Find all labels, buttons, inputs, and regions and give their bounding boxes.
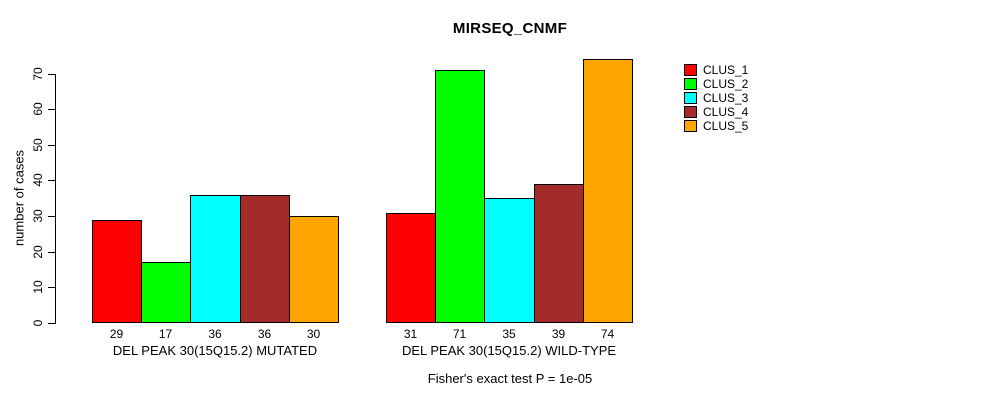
bar-value-label: 31 — [403, 327, 418, 341]
y-tick-label: 70 — [31, 67, 45, 81]
group-label: DEL PEAK 30(15Q15.2) MUTATED — [112, 343, 318, 358]
y-tick-label: 0 — [31, 319, 45, 327]
bar-g1-clus_3 — [190, 195, 241, 323]
bar-g1-clus_2 — [141, 262, 191, 323]
bar-value-label: 39 — [551, 327, 566, 341]
group-label: DEL PEAK 30(15Q15.2) WILD-TYPE — [401, 343, 617, 358]
y-tick-label: 60 — [31, 102, 45, 116]
legend-label: CLUS_1 — [703, 63, 749, 77]
bar-g1-clus_1 — [92, 220, 142, 323]
bar-value-label: 30 — [306, 327, 321, 341]
legend-swatch-icon — [684, 106, 697, 118]
bar-value-label: 36 — [208, 327, 222, 341]
y-tick — [48, 287, 55, 288]
y-tick — [48, 74, 55, 75]
bar-g1-clus_4 — [240, 195, 290, 323]
legend-label: CLUS_5 — [703, 119, 749, 133]
bar-value-label: 74 — [600, 327, 615, 341]
legend-swatch-icon — [684, 78, 697, 90]
legend-label: CLUS_2 — [703, 77, 749, 91]
legend-swatch-icon — [684, 120, 697, 132]
bar-g2-clus_4 — [534, 184, 584, 323]
y-tick — [48, 252, 55, 253]
bar-g1-clus_5 — [289, 216, 339, 323]
legend-item: CLUS_2 — [684, 77, 748, 91]
y-tick-label: 50 — [31, 138, 45, 152]
bar-value-label: 71 — [452, 327, 467, 341]
bar-g2-clus_2 — [435, 70, 485, 323]
y-tick — [48, 180, 55, 181]
y-tick — [48, 216, 55, 217]
stat-annotation: Fisher's exact test P = 1e-05 — [427, 371, 593, 386]
y-tick-label: 30 — [31, 209, 45, 223]
y-tick — [48, 323, 55, 324]
legend-label: CLUS_4 — [703, 105, 749, 119]
y-tick — [48, 145, 55, 146]
legend-swatch-icon — [684, 64, 697, 76]
bar-value-label: 17 — [158, 327, 173, 341]
y-tick — [48, 109, 55, 110]
legend-item: CLUS_3 — [684, 91, 748, 105]
bar-g2-clus_3 — [484, 198, 535, 323]
legend-item: CLUS_1 — [684, 63, 748, 77]
y-axis-title: number of cases — [11, 149, 27, 247]
bar-value-label: 35 — [502, 327, 516, 341]
y-axis-line — [55, 74, 56, 324]
bar-g2-clus_5 — [583, 59, 633, 323]
bar-value-label: 36 — [257, 327, 272, 341]
legend-swatch-icon — [684, 92, 697, 104]
bar-g2-clus_1 — [386, 213, 436, 323]
legend-label: CLUS_3 — [703, 91, 749, 105]
bar-value-label: 29 — [109, 327, 124, 341]
legend: CLUS_1 CLUS_2 CLUS_3 CLUS_4 CLUS_5 — [684, 63, 748, 133]
legend-item: CLUS_5 — [684, 119, 748, 133]
chart-title: MIRSEQ_CNMF — [452, 20, 568, 37]
y-tick-label: 10 — [31, 280, 45, 294]
y-tick-label: 40 — [31, 173, 45, 187]
legend-item: CLUS_4 — [684, 105, 748, 119]
y-tick-label: 20 — [31, 245, 45, 259]
